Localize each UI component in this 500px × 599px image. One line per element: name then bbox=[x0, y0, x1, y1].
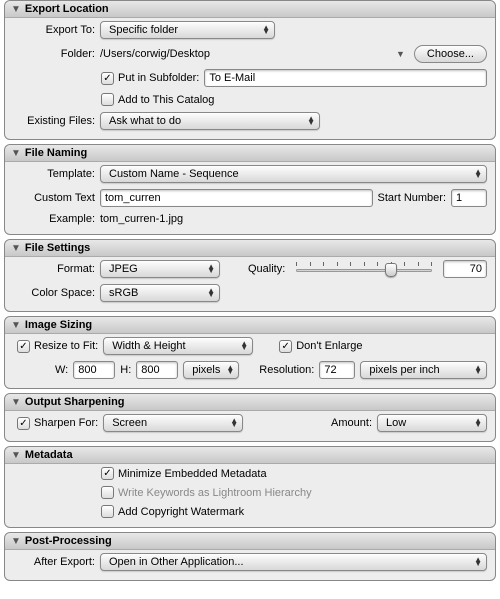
disclosure-icon: ▼ bbox=[11, 148, 21, 159]
panel-output-sharpening: ▼ Output Sharpening ✓ Sharpen For: Scree… bbox=[4, 393, 496, 442]
checkbox-dont-enlarge[interactable]: ✓ Don't Enlarge bbox=[279, 340, 362, 353]
label-color-space: Color Space: bbox=[13, 287, 95, 299]
check-icon: ✓ bbox=[279, 340, 292, 353]
input-width[interactable] bbox=[73, 361, 115, 379]
panel-title: Metadata bbox=[25, 449, 73, 461]
checkbox-keywords[interactable]: Write Keywords as Lightroom Hierarchy bbox=[101, 486, 312, 499]
panel-metadata: ▼ Metadata ✓ Minimize Embedded Metadata … bbox=[4, 446, 496, 528]
dropdown-export-to[interactable]: Specific folder ▲▼ bbox=[100, 21, 275, 39]
panel-title: Post-Processing bbox=[25, 535, 112, 547]
chevron-updown-icon: ▲▼ bbox=[307, 117, 315, 125]
choose-button[interactable]: Choose... bbox=[414, 45, 487, 63]
disclosure-icon: ▼ bbox=[11, 397, 21, 408]
panel-header-file-naming[interactable]: ▼ File Naming bbox=[5, 145, 495, 162]
checkbox-sharpen[interactable]: ✓ Sharpen For: bbox=[17, 417, 98, 430]
folder-path: /Users/corwig/Desktop bbox=[100, 48, 391, 60]
panel-image-sizing: ▼ Image Sizing ✓ Resize to Fit: Width & … bbox=[4, 316, 496, 389]
chevron-updown-icon: ▲▼ bbox=[262, 26, 270, 34]
dropdown-color-space[interactable]: sRGB ▲▼ bbox=[100, 284, 220, 302]
panel-title: File Naming bbox=[25, 147, 87, 159]
input-height[interactable] bbox=[136, 361, 178, 379]
dropdown-marker-icon[interactable]: ▼ bbox=[396, 49, 405, 59]
label-format: Format: bbox=[13, 263, 95, 275]
chevron-updown-icon: ▲▼ bbox=[207, 265, 215, 273]
disclosure-icon: ▼ bbox=[11, 4, 21, 15]
input-custom-text[interactable] bbox=[100, 189, 373, 207]
chevron-updown-icon: ▲▼ bbox=[226, 366, 234, 374]
panel-title: Export Location bbox=[25, 3, 109, 15]
label-quality: Quality: bbox=[248, 263, 285, 275]
label-h: H: bbox=[120, 364, 131, 376]
panel-file-naming: ▼ File Naming Template: Custom Name - Se… bbox=[4, 144, 496, 235]
label-folder: Folder: bbox=[13, 48, 95, 60]
input-start-number[interactable] bbox=[451, 189, 487, 207]
checkbox-put-in-subfolder[interactable]: ✓ Put in Subfolder: bbox=[101, 72, 199, 85]
panel-file-settings: ▼ File Settings Format: JPEG ▲▼ Quality:… bbox=[4, 239, 496, 312]
check-icon bbox=[101, 505, 114, 518]
dropdown-format[interactable]: JPEG ▲▼ bbox=[100, 260, 220, 278]
label-custom-text: Custom Text bbox=[13, 192, 95, 204]
dropdown-res-units[interactable]: pixels per inch ▲▼ bbox=[360, 361, 487, 379]
disclosure-icon: ▼ bbox=[11, 320, 21, 331]
panel-header-post-processing[interactable]: ▼ Post-Processing bbox=[5, 533, 495, 550]
label-after-export: After Export: bbox=[13, 556, 95, 568]
input-quality[interactable] bbox=[443, 260, 487, 278]
checkbox-add-catalog[interactable]: Add to This Catalog bbox=[101, 93, 214, 106]
check-icon bbox=[101, 486, 114, 499]
check-icon: ✓ bbox=[101, 467, 114, 480]
input-resolution[interactable] bbox=[319, 361, 355, 379]
checkbox-resize[interactable]: ✓ Resize to Fit: bbox=[17, 340, 98, 353]
chevron-updown-icon: ▲▼ bbox=[474, 366, 482, 374]
dropdown-existing-files[interactable]: Ask what to do ▲▼ bbox=[100, 112, 320, 130]
panel-header-metadata[interactable]: ▼ Metadata bbox=[5, 447, 495, 464]
label-example: Example: bbox=[13, 213, 95, 225]
chevron-updown-icon: ▲▼ bbox=[207, 289, 215, 297]
label-start-number: Start Number: bbox=[378, 192, 446, 204]
label-resolution: Resolution: bbox=[259, 364, 314, 376]
panel-title: File Settings bbox=[25, 242, 90, 254]
chevron-updown-icon: ▲▼ bbox=[240, 342, 248, 350]
dropdown-units[interactable]: pixels ▲▼ bbox=[183, 361, 239, 379]
label-existing-files: Existing Files: bbox=[13, 115, 95, 127]
chevron-updown-icon: ▲▼ bbox=[474, 558, 482, 566]
panel-post-processing: ▼ Post-Processing After Export: Open in … bbox=[4, 532, 496, 581]
slider-quality[interactable] bbox=[296, 260, 432, 278]
disclosure-icon: ▼ bbox=[11, 536, 21, 547]
check-icon: ✓ bbox=[17, 417, 30, 430]
panel-header-output-sharpening[interactable]: ▼ Output Sharpening bbox=[5, 394, 495, 411]
chevron-updown-icon: ▲▼ bbox=[474, 419, 482, 427]
checkbox-minimize-metadata[interactable]: ✓ Minimize Embedded Metadata bbox=[101, 467, 267, 480]
panel-header-export-location[interactable]: ▼ Export Location bbox=[5, 1, 495, 18]
checkbox-copyright[interactable]: Add Copyright Watermark bbox=[101, 505, 244, 518]
dropdown-template[interactable]: Custom Name - Sequence ▲▼ bbox=[100, 165, 487, 183]
disclosure-icon: ▼ bbox=[11, 450, 21, 461]
example-value: tom_curren-1.jpg bbox=[100, 213, 183, 225]
chevron-updown-icon: ▲▼ bbox=[230, 419, 238, 427]
label-export-to: Export To: bbox=[13, 24, 95, 36]
dropdown-amount[interactable]: Low ▲▼ bbox=[377, 414, 487, 432]
dropdown-sharpen-for[interactable]: Screen ▲▼ bbox=[103, 414, 243, 432]
disclosure-icon: ▼ bbox=[11, 243, 21, 254]
input-subfolder[interactable] bbox=[204, 69, 487, 87]
dropdown-resize-mode[interactable]: Width & Height ▲▼ bbox=[103, 337, 253, 355]
panel-export-location: ▼ Export Location Export To: Specific fo… bbox=[4, 0, 496, 140]
label-template: Template: bbox=[13, 168, 95, 180]
check-icon: ✓ bbox=[101, 72, 114, 85]
panel-title: Output Sharpening bbox=[25, 396, 125, 408]
label-amount: Amount: bbox=[331, 417, 372, 429]
chevron-updown-icon: ▲▼ bbox=[474, 170, 482, 178]
panel-title: Image Sizing bbox=[25, 319, 92, 331]
label-w: W: bbox=[55, 364, 68, 376]
check-icon bbox=[101, 93, 114, 106]
dropdown-after-export[interactable]: Open in Other Application... ▲▼ bbox=[100, 553, 487, 571]
check-icon: ✓ bbox=[17, 340, 30, 353]
panel-header-image-sizing[interactable]: ▼ Image Sizing bbox=[5, 317, 495, 334]
panel-header-file-settings[interactable]: ▼ File Settings bbox=[5, 240, 495, 257]
slider-thumb[interactable] bbox=[385, 263, 397, 277]
